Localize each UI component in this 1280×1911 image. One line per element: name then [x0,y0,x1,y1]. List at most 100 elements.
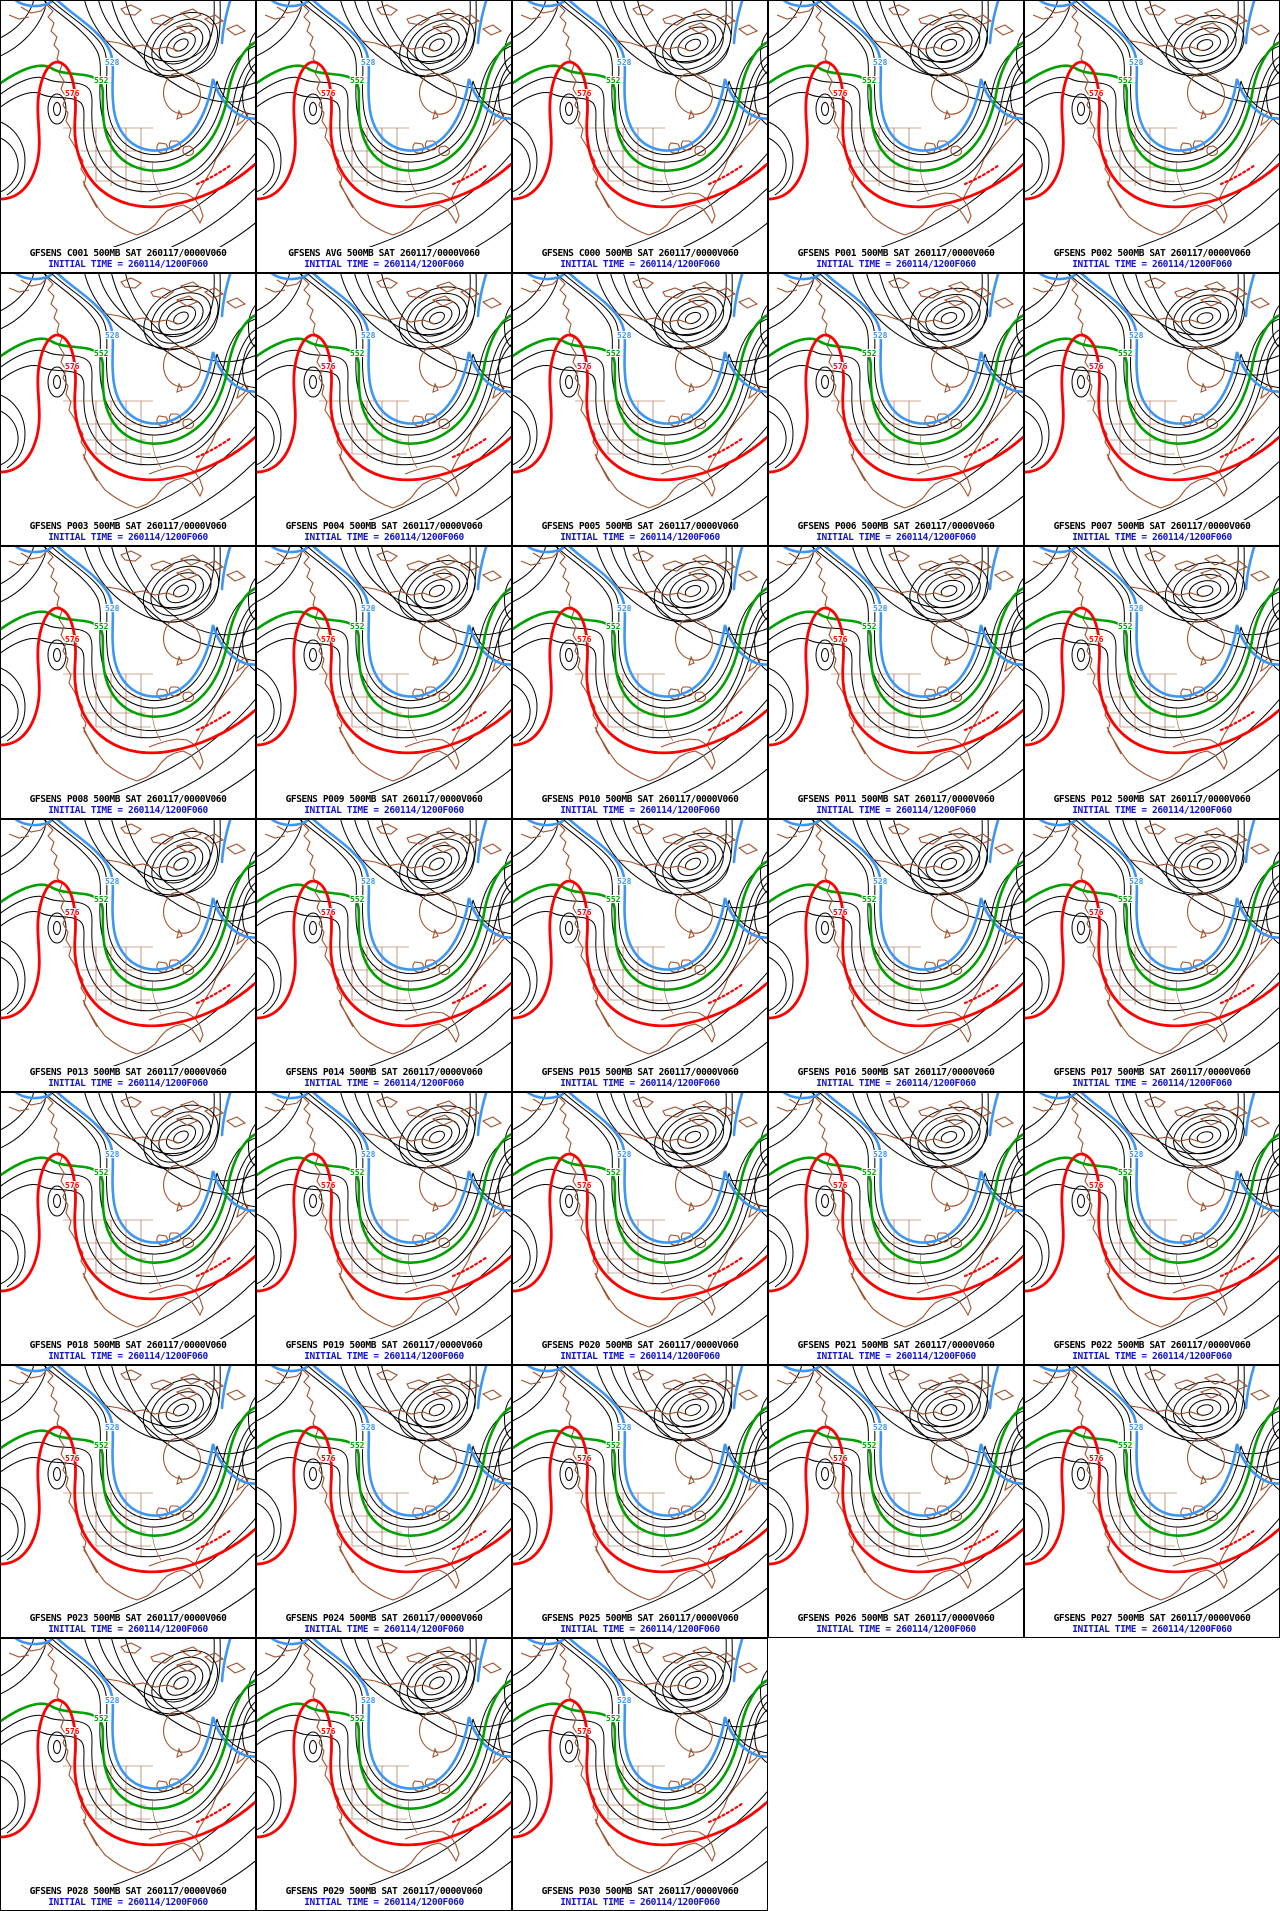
height-map: 576 552 528 [257,1366,511,1612]
contour-576-red [513,1425,767,1574]
label-576: 576 [321,635,336,644]
height-map: 576 552 528 [1025,820,1279,1066]
label-528: 528 [361,604,376,613]
label-528: 528 [873,1423,888,1432]
label-576: 576 [321,1727,336,1736]
contour-528-blue [1080,274,1279,425]
contour-528-blue-top [14,1366,53,1373]
panel-p001[interactable]: 576 552 528 GFSENS P001 500MB SAT 260117… [768,0,1024,273]
panel-p010[interactable]: 576 552 528 GFSENS P010 500MB SAT 260117… [512,546,768,819]
panel-p021[interactable]: 576 552 528 GFSENS P021 500MB SAT 260117… [768,1092,1024,1365]
panel-p007[interactable]: 576 552 528 GFSENS P007 500MB SAT 260117… [1024,273,1280,546]
panel-p030[interactable]: 576 552 528 GFSENS P030 500MB SAT 260117… [512,1638,768,1911]
label-552: 552 [94,349,109,358]
contour-576-red [513,1698,767,1847]
panel-initial-time: INITIAL TIME = 260114/1200F060 [560,1078,720,1089]
coastlines [8,1096,251,1328]
contour-528-blue [1080,1,1279,152]
contour-value-labels: 576 552 528 [832,330,889,372]
panel-caption: GFSENS P025 500MB SAT 260117/0000V060 IN… [513,1613,767,1635]
panel-p022[interactable]: 576 552 528 GFSENS P022 500MB SAT 260117… [1024,1092,1280,1365]
inner-low-rings [910,14,988,76]
panel-initial-time: INITIAL TIME = 260114/1200F060 [304,1078,464,1089]
panel-initial-time: INITIAL TIME = 260114/1200F060 [816,1078,976,1089]
panel-p027[interactable]: 576 552 528 GFSENS P027 500MB SAT 260117… [1024,1365,1280,1638]
panel-title: GFSENS P016 500MB SAT 260117/0000V060 [797,1067,995,1078]
panel-p008[interactable]: 576 552 528 GFSENS P008 500MB SAT 260117… [0,546,256,819]
panel-p014[interactable]: 576 552 528 GFSENS P014 500MB SAT 260117… [256,819,512,1092]
panel-p011[interactable]: 576 552 528 GFSENS P011 500MB SAT 260117… [768,546,1024,819]
contour-576-red-dashed [1219,436,1257,459]
panel-p019[interactable]: 576 552 528 GFSENS P019 500MB SAT 260117… [256,1092,512,1365]
panel-title: GFSENS P005 500MB SAT 260117/0000V060 [541,521,739,532]
panel-p004[interactable]: 576 552 528 GFSENS P004 500MB SAT 260117… [256,273,512,546]
contour-value-labels: 576 552 528 [832,1422,889,1464]
panel-caption: GFSENS P017 500MB SAT 260117/0000V060 IN… [1025,1067,1279,1089]
panel-p026[interactable]: 576 552 528 GFSENS P026 500MB SAT 260117… [768,1365,1024,1638]
height-map: 576 552 528 [513,274,767,520]
label-528: 528 [1129,331,1144,340]
contour-576-red [1025,879,1279,1028]
contour-552-green [1,314,255,445]
contour-528-blue-dangle [1244,1366,1256,1410]
panel-p013[interactable]: 576 552 528 GFSENS P013 500MB SAT 260117… [0,819,256,1092]
panel-title: GFSENS P003 500MB SAT 260117/0000V060 [29,521,227,532]
label-528: 528 [1129,1150,1144,1159]
panel-title: GFSENS P007 500MB SAT 260117/0000V060 [1053,521,1251,532]
panel-p024[interactable]: 576 552 528 GFSENS P024 500MB SAT 260117… [256,1365,512,1638]
panel-title: GFSENS P021 500MB SAT 260117/0000V060 [797,1340,995,1351]
contour-552-green [257,314,511,445]
panel-c000[interactable]: 576 552 528 GFSENS C000 500MB SAT 260117… [512,0,768,273]
panel-p005[interactable]: 576 552 528 GFSENS P005 500MB SAT 260117… [512,273,768,546]
panel-p020[interactable]: 576 552 528 GFSENS P020 500MB SAT 260117… [512,1092,768,1365]
panel-avg[interactable]: 576 552 528 GFSENS AVG 500MB SAT 260117/… [256,0,512,273]
label-528: 528 [617,877,632,886]
panel-p016[interactable]: 576 552 528 GFSENS P016 500MB SAT 260117… [768,819,1024,1092]
height-contours [257,1366,511,1612]
panel-p002[interactable]: 576 552 528 GFSENS P002 500MB SAT 260117… [1024,0,1280,273]
height-map: 576 552 528 [1,1093,255,1339]
panel-initial-time: INITIAL TIME = 260114/1200F060 [560,532,720,543]
contour-552-green [257,1406,511,1537]
contour-552-green [1,1133,255,1264]
contour-value-labels: 576 552 528 [320,876,377,918]
coastlines [8,1369,251,1601]
panel-p023[interactable]: 576 552 528 GFSENS P023 500MB SAT 260117… [0,1365,256,1638]
panel-p029[interactable]: 576 552 528 GFSENS P029 500MB SAT 260117… [256,1638,512,1911]
panel-p025[interactable]: 576 552 528 GFSENS P025 500MB SAT 260117… [512,1365,768,1638]
height-map: 576 552 528 [257,1093,511,1339]
panel-caption: GFSENS P026 500MB SAT 260117/0000V060 IN… [769,1613,1023,1635]
contour-528-blue [568,1366,767,1517]
contour-528-blue-top [526,274,565,281]
panel-p006[interactable]: 576 552 528 GFSENS P006 500MB SAT 260117… [768,273,1024,546]
panel-p017[interactable]: 576 552 528 GFSENS P017 500MB SAT 260117… [1024,819,1280,1092]
coastlines [264,1369,507,1601]
panel-title: GFSENS P012 500MB SAT 260117/0000V060 [1053,794,1251,805]
contour-576-red-dashed [707,1255,745,1278]
contour-552-green [1025,314,1279,445]
label-528: 528 [361,331,376,340]
contour-528-blue-top [14,820,53,827]
panel-c001[interactable]: 576 552 528 GFSENS C001 500MB SAT 260117… [0,0,256,273]
panel-initial-time: INITIAL TIME = 260114/1200F060 [48,1897,208,1908]
panel-p003[interactable]: 576 552 528 GFSENS P003 500MB SAT 260117… [0,273,256,546]
inner-low-rings [144,1650,218,1716]
contour-552-green [769,587,1023,718]
coastlines [776,1369,1019,1601]
panel-p012[interactable]: 576 552 528 GFSENS P012 500MB SAT 260117… [1024,546,1280,819]
label-528: 528 [361,1150,376,1159]
panel-p028[interactable]: 576 552 528 GFSENS P028 500MB SAT 260117… [0,1638,256,1911]
panel-caption: GFSENS AVG 500MB SAT 260117/0000V060 INI… [257,248,511,270]
coastlines [1032,823,1275,1055]
panel-p018[interactable]: 576 552 528 GFSENS P018 500MB SAT 260117… [0,1092,256,1365]
label-576: 576 [1089,908,1104,917]
label-576: 576 [1089,89,1104,98]
label-528: 528 [105,1423,120,1432]
panel-p015[interactable]: 576 552 528 GFSENS P015 500MB SAT 260117… [512,819,768,1092]
coastlines [520,1642,763,1874]
panel-p009[interactable]: 576 552 528 GFSENS P009 500MB SAT 260117… [256,546,512,819]
panel-initial-time: INITIAL TIME = 260114/1200F060 [304,1624,464,1635]
panel-initial-time: INITIAL TIME = 260114/1200F060 [560,805,720,816]
contour-528-blue [824,1366,1023,1517]
contour-528-blue-dangle [988,1366,1000,1410]
